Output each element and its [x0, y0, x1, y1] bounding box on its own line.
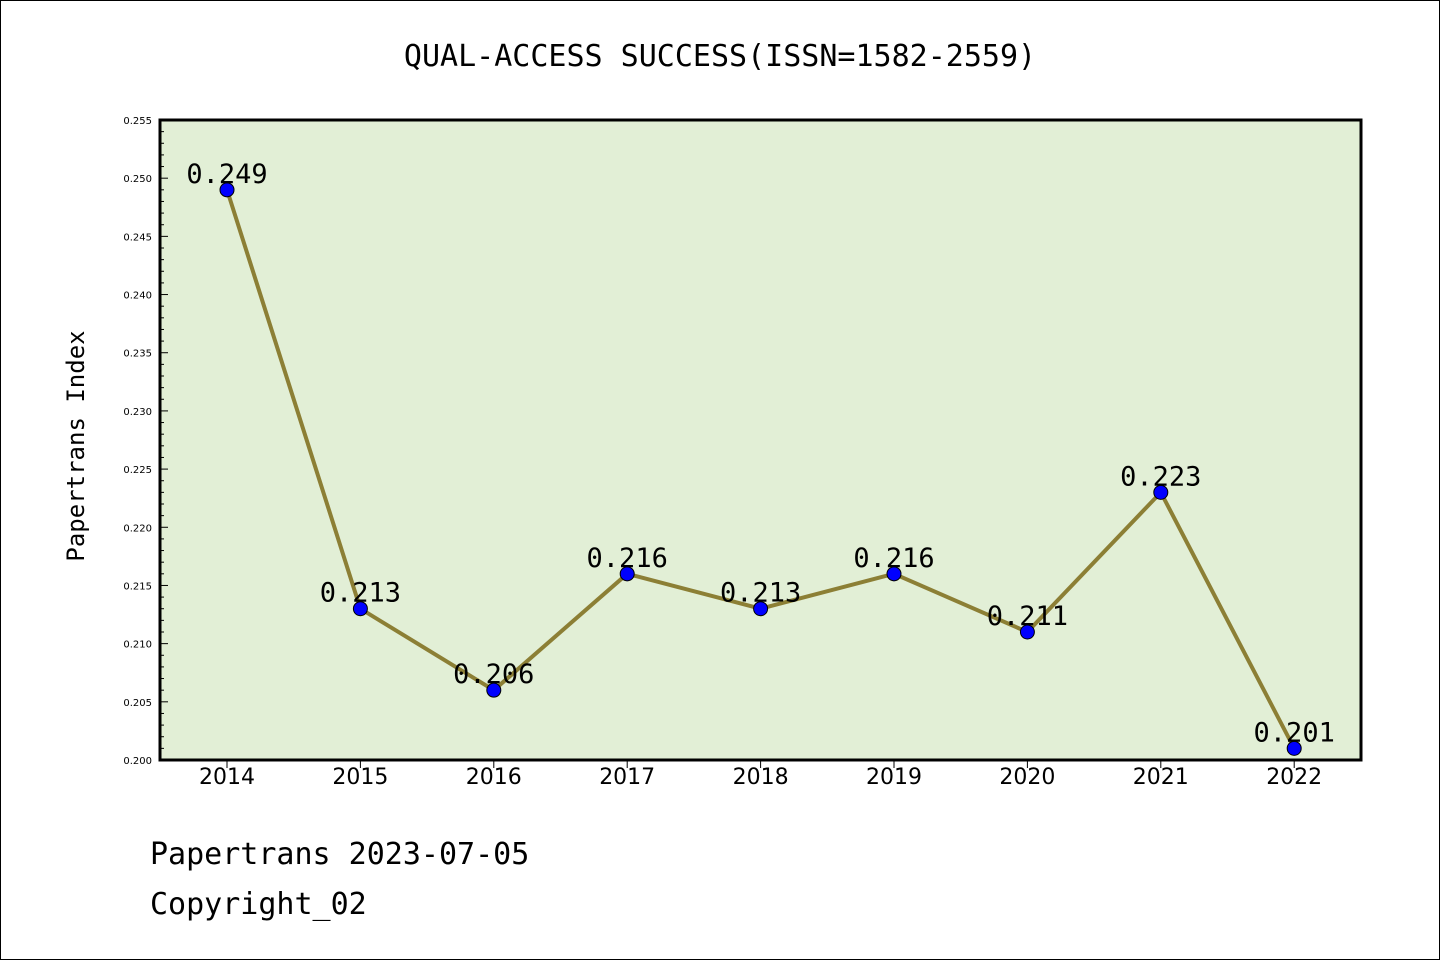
data-labels: 0.249 0.213 0.206 0.216 0.213 0.216 0.211 0.223… [186, 159, 1334, 749]
x-axis-ticks: 2014 2015 2016 2017 2018 2019 2020 2021 2022 [199, 760, 1322, 790]
y-tick-label: 0.245 [123, 232, 152, 243]
x-tick-label: 2018 [733, 765, 789, 790]
x-tick-label: 2014 [199, 765, 255, 790]
data-markers [219, 182, 1302, 756]
data-point [486, 682, 502, 698]
footer-date: Papertrans 2023-07-05 [150, 837, 529, 872]
plot-area [160, 120, 1361, 760]
plot-border [158, 118, 1363, 762]
chart-title: QUAL-ACCESS SUCCESS(ISSN=1582-2559) [404, 39, 1036, 74]
data-label: 0.249 [186, 159, 267, 190]
x-tick-label: 2021 [1133, 765, 1189, 790]
data-label: 0.201 [1254, 717, 1335, 748]
data-point [1286, 740, 1302, 756]
data-label: 0.211 [987, 601, 1068, 632]
data-label: 0.213 [720, 578, 801, 609]
y-tick-label: 0.230 [123, 407, 152, 418]
data-label: 0.223 [1120, 461, 1201, 492]
x-tick-label: 2016 [466, 765, 522, 790]
x-tick-label: 2020 [999, 765, 1055, 790]
y-tick-label: 0.255 [123, 116, 152, 127]
y-tick-label: 0.215 [123, 581, 152, 592]
y-tick-label: 0.220 [123, 523, 152, 534]
x-tick-label: 2017 [599, 765, 655, 790]
y-tick-label: 0.235 [123, 349, 152, 360]
y-tick-label: 0.210 [123, 640, 152, 651]
y-tick-label: 0.250 [123, 174, 152, 185]
data-point [753, 601, 769, 617]
data-label: 0.213 [320, 578, 401, 609]
x-tick-label: 2022 [1266, 765, 1322, 790]
data-label: 0.206 [453, 659, 534, 690]
data-point [1153, 484, 1169, 500]
data-point [219, 182, 235, 198]
data-label: 0.216 [587, 543, 668, 574]
x-tick-label: 2019 [866, 765, 922, 790]
footer-copyright: Copyright_02 [150, 887, 367, 922]
y-tick-label: 0.205 [123, 698, 152, 709]
y-tick-label: 0.200 [123, 756, 152, 767]
y-axis-label: Papertrans Index [62, 330, 90, 561]
x-tick-label: 2015 [332, 765, 388, 790]
data-label: 0.216 [853, 543, 934, 574]
data-point [1019, 624, 1035, 640]
y-tick-label: 0.225 [123, 465, 152, 476]
y-tick-label: 0.240 [123, 291, 152, 302]
data-point [352, 601, 368, 617]
data-point [619, 566, 635, 582]
data-point [886, 566, 902, 582]
